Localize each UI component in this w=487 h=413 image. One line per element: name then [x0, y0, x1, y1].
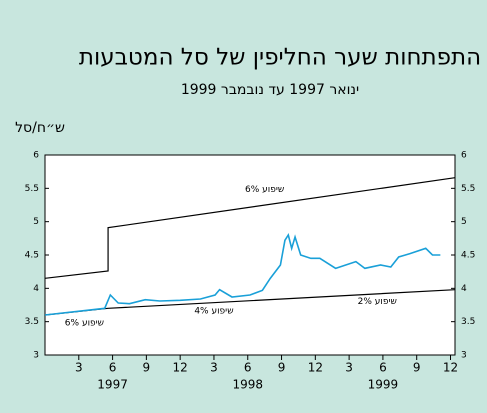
y2-tick-label: 6: [461, 151, 467, 161]
year-label: 1999: [368, 378, 399, 392]
x-tick-label: 9: [278, 361, 286, 375]
y2-tick-label: 4.5: [461, 251, 475, 261]
y2-tick-label: 3.5: [461, 317, 475, 327]
annotation: שיפוע 2%: [358, 297, 397, 307]
annotation: שיפוע 6%: [245, 185, 284, 195]
chart-title: התפתחות שער החליפין של סל המטבעות: [79, 45, 481, 71]
year-label: 1997: [97, 378, 128, 392]
y2-tick-label: 5.5: [461, 184, 475, 194]
y-tick-label: 4.5: [25, 251, 39, 261]
y-tick-label: 5: [33, 217, 39, 227]
y-tick-label: 5.5: [25, 184, 39, 194]
year-label: 1998: [232, 378, 263, 392]
x-tick-label: 9: [143, 361, 151, 375]
chart-subtitle: ינואר 1997 עד נובמבר 1999: [181, 82, 359, 98]
x-tick-label: 12: [173, 361, 188, 375]
y-axis-label: ש״ח/סל: [15, 120, 65, 136]
x-tick-label: 3: [75, 361, 83, 375]
series-line: [44, 177, 456, 279]
x-tick-label: 12: [443, 361, 458, 375]
x-tick-label: 9: [413, 361, 421, 375]
series-line: [44, 233, 441, 316]
y-tick-label: 3: [33, 351, 39, 361]
y2-tick-label: 5: [461, 217, 467, 227]
plot-area: [44, 154, 456, 356]
y-tick-label: 3.5: [25, 317, 39, 327]
x-tick-label: 12: [308, 361, 323, 375]
y2-tick-label: 4: [461, 284, 467, 294]
y2-tick-label: 3: [461, 351, 467, 361]
x-tick-label: 3: [345, 361, 353, 375]
y-tick-label: 4: [33, 284, 39, 294]
x-tick-label: 3: [210, 361, 218, 375]
x-tick-label: 6: [109, 361, 117, 375]
y-tick-label: 6: [33, 151, 39, 161]
x-tick-label: 6: [244, 361, 252, 375]
annotation: שיפוע 4%: [194, 307, 233, 317]
x-tick-label: 6: [379, 361, 387, 375]
annotation: שיפוע 6%: [65, 319, 104, 329]
